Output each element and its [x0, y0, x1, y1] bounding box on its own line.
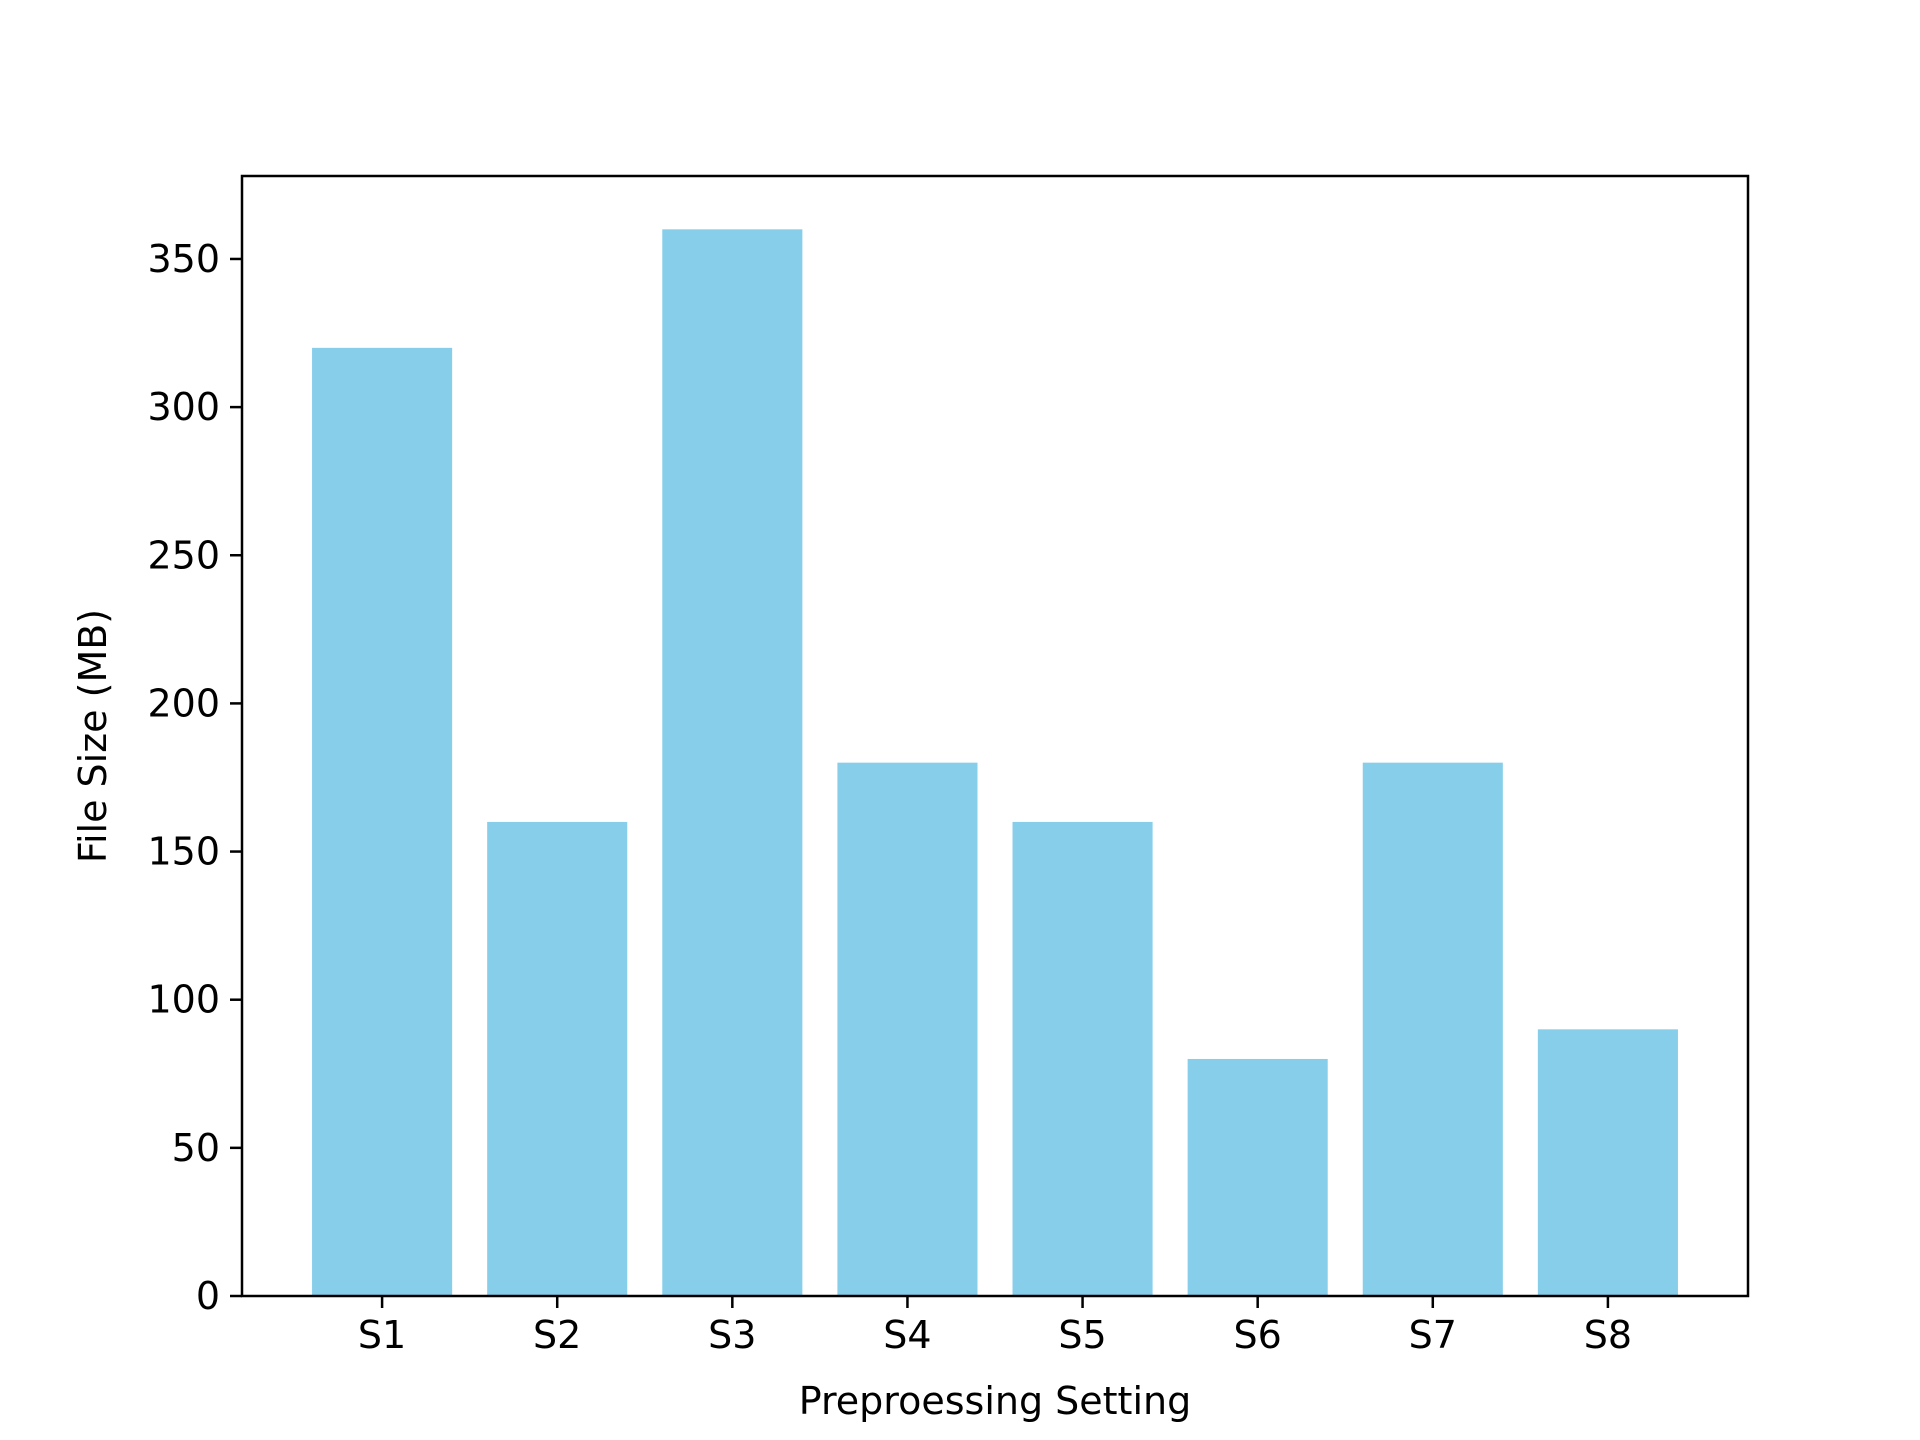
bars-group — [312, 229, 1678, 1297]
x-tick-label: S7 — [1409, 1313, 1457, 1357]
y-axis-ticks: 0 50 100 150 200 250 300 350 — [147, 237, 242, 1318]
x-tick-label: S2 — [533, 1313, 581, 1357]
x-axis-ticks: S1 S2 S3 S4 S5 S6 S7 S8 — [358, 1296, 1632, 1357]
bar-s8 — [1537, 1029, 1678, 1296]
x-tick-label: S1 — [358, 1313, 406, 1357]
x-tick-label: S5 — [1058, 1313, 1106, 1357]
bar-s2 — [487, 821, 628, 1296]
y-tick-label: 200 — [147, 681, 220, 725]
x-tick-label: S8 — [1584, 1313, 1632, 1357]
bar-s5 — [1012, 821, 1153, 1296]
y-tick-label: 350 — [147, 237, 220, 281]
y-tick-label: 150 — [147, 830, 220, 874]
y-tick-label: 50 — [172, 1126, 220, 1170]
bar-s4 — [837, 762, 978, 1296]
y-tick-label: 100 — [147, 978, 220, 1022]
y-axis-label: File Size (MB) — [71, 609, 115, 863]
x-tick-label: S4 — [883, 1313, 931, 1357]
y-tick-label: 300 — [147, 385, 220, 429]
bar-s7 — [1362, 762, 1503, 1296]
bar-s3 — [662, 229, 803, 1296]
x-tick-label: S6 — [1234, 1313, 1282, 1357]
y-tick-label: 0 — [196, 1274, 220, 1318]
bar-s1 — [312, 347, 453, 1297]
plot-area-frame — [240, 174, 1750, 1298]
bar-s6 — [1187, 1058, 1328, 1296]
x-axis-label: Preproessing Setting — [799, 1379, 1191, 1423]
x-tick-label: S3 — [708, 1313, 756, 1357]
y-tick-label: 250 — [147, 533, 220, 577]
